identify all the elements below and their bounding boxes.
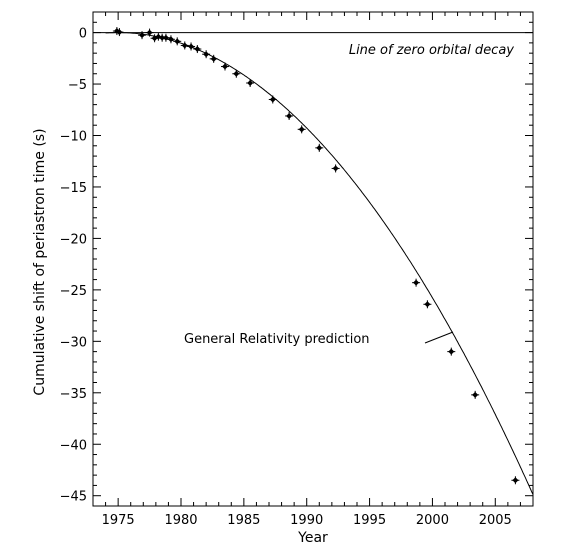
plot-frame [92, 11, 534, 507]
y-axis-label: Cumulative shift of periastron time (s) [32, 128, 48, 395]
x-tick-label: 1975 [102, 513, 135, 528]
data-point [146, 29, 153, 36]
data-point [116, 29, 123, 36]
y-tick-label: −20 [60, 232, 87, 247]
data-point [139, 32, 146, 39]
x-tick-label: 2005 [479, 513, 512, 528]
axis-ticks [92, 11, 534, 507]
y-tick-label: −15 [60, 181, 87, 196]
data-point [247, 80, 254, 87]
data-point [316, 144, 323, 151]
y-tick-label: −40 [60, 438, 87, 453]
y-tick-label: −45 [60, 490, 87, 505]
x-tick-label: 2000 [416, 513, 449, 528]
gr-prediction-label: General Relativity prediction [184, 332, 370, 347]
data-point [424, 301, 431, 308]
data-points [112, 27, 520, 485]
data-point [188, 43, 195, 50]
data-point [286, 112, 293, 119]
y-tick-label: 0 [79, 27, 87, 42]
x-axis-label: Year [297, 530, 328, 546]
data-point [448, 348, 455, 355]
data-point [194, 46, 201, 53]
y-tick-label: −10 [60, 130, 87, 145]
data-point [162, 34, 169, 41]
data-point [203, 51, 210, 58]
data-point [413, 279, 420, 286]
data-point [512, 477, 519, 484]
data-point [174, 38, 181, 45]
data-point [269, 96, 276, 103]
x-tick-label: 1995 [353, 513, 386, 528]
data-point [113, 28, 120, 35]
data-point [210, 55, 217, 62]
y-tick-label: −5 [68, 78, 87, 93]
x-tick-label: 1980 [164, 513, 197, 528]
y-tick-label: −35 [60, 387, 87, 402]
gr-label-leader [424, 331, 454, 344]
data-point [181, 42, 188, 49]
data-point [167, 36, 174, 43]
data-point [298, 126, 305, 133]
x-tick-label: 1985 [227, 513, 260, 528]
data-point [222, 63, 228, 70]
gr-prediction-curve [105, 32, 534, 495]
axis-tick-labels: 1975 1980 1985 1990 1995 2000 2005 0 −5 −10 −15 −20… [60, 27, 512, 528]
data-point [233, 70, 240, 77]
x-tick-label: 1990 [290, 513, 323, 528]
data-point [332, 165, 339, 172]
y-tick-label: −25 [60, 284, 87, 299]
data-point [472, 391, 479, 398]
y-tick-label: −30 [60, 335, 87, 350]
zero-line-label: Line of zero orbital decay [349, 43, 514, 58]
